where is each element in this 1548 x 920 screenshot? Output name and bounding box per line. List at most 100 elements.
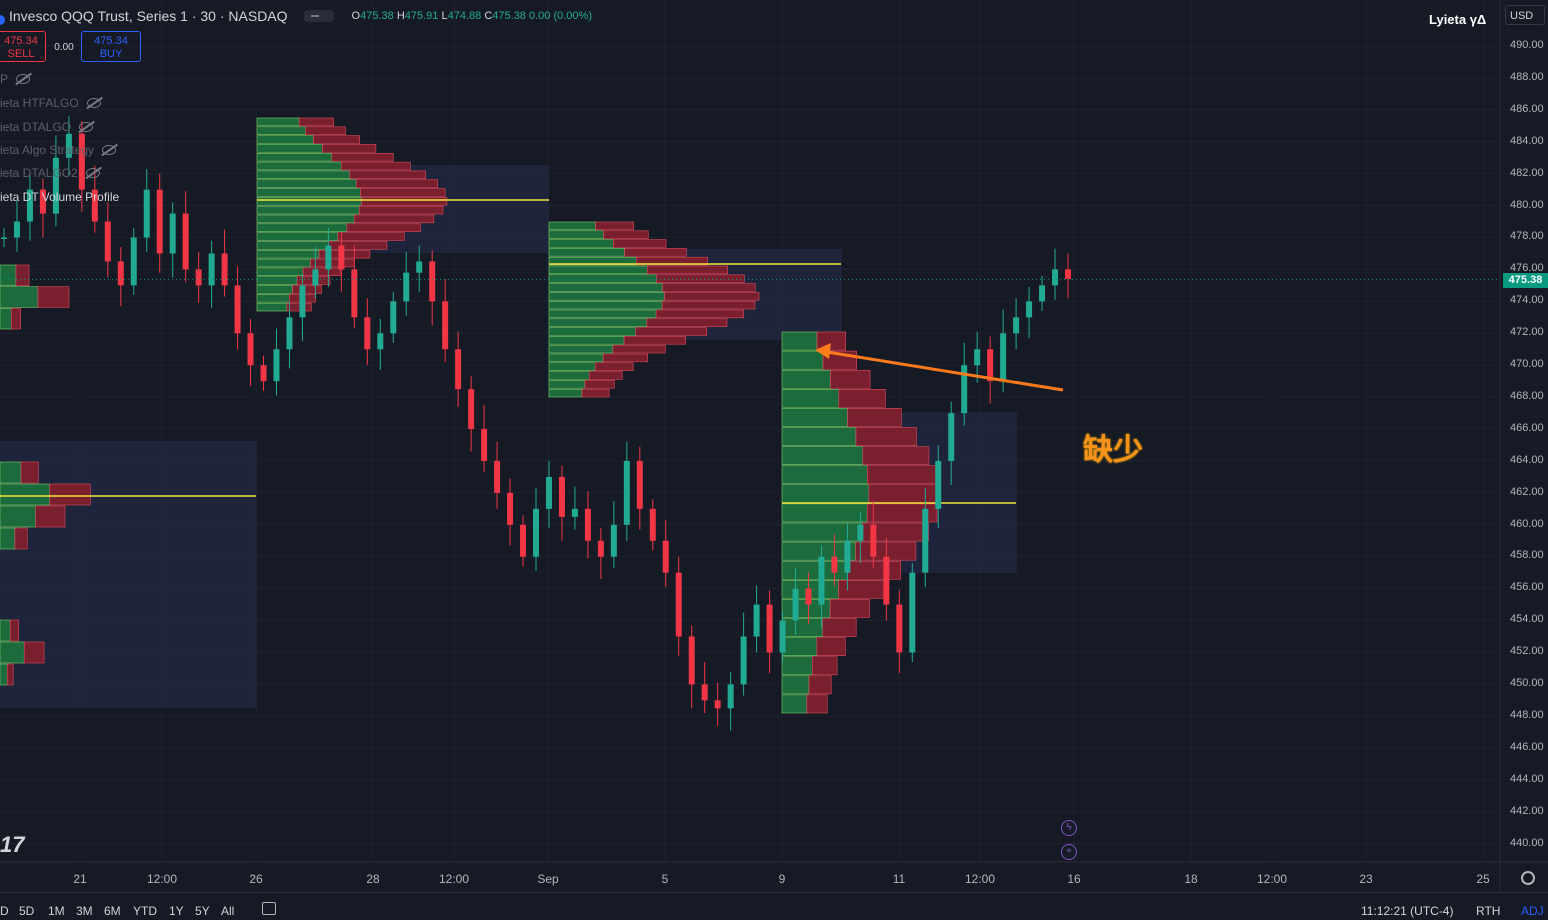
time-axis-label: 9: [778, 872, 786, 886]
candle-body: [273, 349, 280, 382]
range-button-1m[interactable]: 1M: [48, 904, 65, 918]
plus-event-icon[interactable]: +: [1061, 844, 1077, 860]
candle-body: [701, 684, 708, 701]
volume-profile-bar-up: [256, 223, 348, 232]
candle-body: [1065, 269, 1071, 280]
gear-icon[interactable]: [1521, 871, 1535, 885]
annotation-arrowhead: [815, 343, 831, 359]
eye-off-icon[interactable]: [86, 98, 101, 108]
candle-body: [390, 301, 397, 334]
candle-body: [533, 508, 539, 557]
candle-body: [26, 189, 33, 222]
volume-profile-bar-up: [781, 618, 824, 637]
volume-profile-bar-up: [256, 135, 314, 144]
tradingview-logo-icon[interactable]: 17: [0, 832, 25, 857]
price-axis-label: 442.00: [1510, 804, 1544, 817]
last-price-tag: 475.38: [1503, 273, 1548, 288]
candle-body: [909, 572, 916, 653]
volume-profile-bar-up: [0, 641, 25, 664]
calendar-icon[interactable]: [262, 902, 276, 915]
currency-select[interactable]: USD: [1505, 5, 1545, 25]
eye-off-icon[interactable]: [102, 145, 117, 155]
volume-profile-bar-down: [318, 249, 371, 259]
time-axis-label: Sep: [537, 872, 559, 886]
volume-profile-bar-up: [256, 302, 288, 312]
price-axis-label: 464.00: [1510, 453, 1544, 466]
time-axis-label: 5: [661, 872, 669, 886]
time-axis-label: 18: [1184, 872, 1198, 886]
range-button-5y[interactable]: 5Y: [195, 904, 210, 918]
sell-button[interactable]: 475.34 SELL: [0, 31, 46, 62]
range-button-d[interactable]: D: [0, 904, 9, 918]
volume-profile-bar-down: [20, 461, 39, 484]
volume-profile-bar-up: [0, 483, 50, 506]
candle-body: [494, 460, 501, 493]
candle-body: [675, 572, 682, 637]
symbol-title[interactable]: Invesco QQQ Trust, Series 1 · 30 · NASDA…: [9, 8, 288, 24]
candle-body: [299, 285, 306, 318]
volume-profile-bar-down: [867, 465, 938, 485]
volume-profile-bar-down: [816, 331, 847, 351]
volume-profile-bar-down: [581, 388, 610, 398]
candle-body: [247, 333, 254, 366]
open-value: 475.38: [360, 10, 394, 22]
time-axis-label: 28: [366, 872, 380, 886]
volume-profile-bar-down: [313, 135, 360, 144]
indicator-legend-item[interactable]: ieta HTFALGO: [0, 96, 101, 110]
session-toggle[interactable]: RTH: [1476, 904, 1501, 918]
volume-profile-bar-down: [359, 205, 444, 215]
candle-body: [818, 556, 825, 605]
high-value: 475.91: [404, 10, 439, 22]
volume-profile-bar-up: [548, 380, 586, 389]
volume-profile-bar-up: [0, 663, 8, 686]
buy-button[interactable]: 475.34 BUY: [81, 31, 141, 62]
volume-profile-bar-up: [548, 353, 604, 363]
time-axis-label: 11: [892, 872, 906, 886]
candle-body: [1, 237, 7, 240]
indicator-legend-item[interactable]: P: [0, 72, 31, 86]
volume-profile-bar-up: [548, 300, 663, 310]
eye-off-icon[interactable]: [85, 168, 100, 178]
volume-profile-bar-up: [256, 214, 355, 224]
indicator-legend-item[interactable]: ieta DTALGO2: [0, 166, 100, 180]
volume-profile-bar-up: [256, 241, 329, 250]
indicator-legend-item[interactable]: ieta DT Volume Profile: [0, 190, 119, 204]
lightning-icon[interactable]: ϟ: [1061, 820, 1077, 836]
candle-body: [364, 317, 371, 350]
candle-body: [156, 189, 163, 254]
range-button-6m[interactable]: 6M: [104, 904, 121, 918]
eye-off-icon[interactable]: [79, 122, 94, 132]
symbol-logo-icon: [0, 15, 5, 25]
volume-profile-bar-down: [662, 283, 756, 292]
volume-profile-bar-up: [781, 637, 818, 656]
candle-body: [987, 349, 994, 382]
range-button-5d[interactable]: 5D: [19, 904, 35, 918]
adj-toggle[interactable]: ADJ: [1521, 904, 1544, 918]
candle-body: [52, 157, 59, 214]
volume-profile-bar-down: [341, 161, 411, 171]
candle-body: [545, 476, 552, 509]
clock-readout[interactable]: 11:12:21 (UTC-4): [1361, 904, 1454, 918]
candle-body: [922, 508, 929, 573]
range-button-3m[interactable]: 3M: [76, 904, 93, 918]
low-value: 474.88: [447, 10, 482, 22]
indicator-legend-item[interactable]: ieta DTALGO: [0, 120, 94, 134]
volume-profile-bar-down: [305, 126, 346, 135]
range-button-all[interactable]: All: [221, 904, 235, 918]
range-button-1y[interactable]: 1Y: [169, 904, 184, 918]
volume-profile-bar-down: [337, 232, 405, 241]
range-button-ytd[interactable]: YTD: [133, 904, 157, 918]
eye-off-icon[interactable]: [16, 74, 31, 84]
volume-profile-bar-down: [37, 286, 70, 308]
candle-body: [948, 413, 955, 461]
indicator-label: ieta Algo Strategy: [0, 143, 95, 157]
volume-profile-bar-up: [256, 117, 300, 127]
candle-body: [623, 460, 630, 525]
market-status-icon[interactable]: [303, 10, 334, 22]
price-axis-label: 476.00: [1510, 262, 1544, 275]
candle-body: [65, 133, 72, 158]
volume-profile-bar-up: [256, 144, 323, 153]
volume-profile-bar-down: [602, 353, 648, 363]
indicator-legend-item[interactable]: ieta Algo Strategy: [0, 143, 117, 157]
